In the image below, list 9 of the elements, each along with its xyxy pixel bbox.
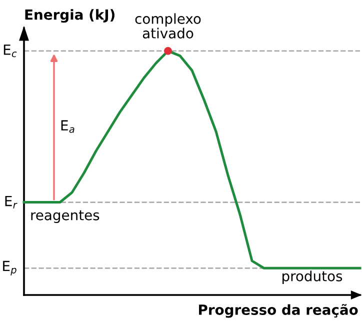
ref-line-label: E$_{c}$ xyxy=(4,44,17,58)
ref-line-label: E$_{r}$ xyxy=(5,196,18,208)
annotation: reagentes xyxy=(31,210,100,224)
annotation: E$_{a}$ xyxy=(61,120,74,133)
annotation: produtos xyxy=(282,270,342,284)
x-axis-title: Progresso da reação xyxy=(199,304,358,318)
y-axis-title: Energia (kJ) xyxy=(25,9,114,23)
ref-line-label: E$_{p}$ xyxy=(3,260,16,276)
text: complexo ativado xyxy=(135,13,201,38)
